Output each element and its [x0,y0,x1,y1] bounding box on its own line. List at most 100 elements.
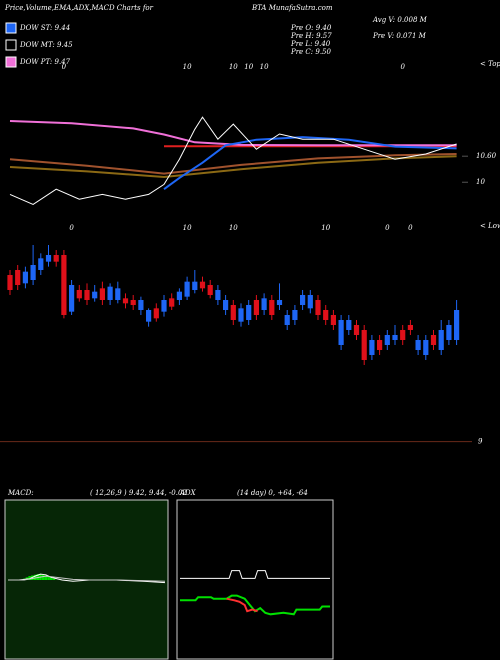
candle-body [153,308,159,319]
legend-swatch [5,39,17,51]
candle-body [307,295,313,309]
low-label: 0 [385,224,390,232]
candle-body [361,330,367,360]
y-tick-label: 10 [476,178,485,186]
histogram-bar [28,576,31,580]
candle-body [7,275,13,290]
candle-body [246,305,252,320]
candle-body [99,288,105,300]
low-label: 10 [229,224,238,232]
candle-body [346,320,352,330]
candle-body [253,300,259,315]
panel-params: ( 12,26,9 ) 9.42, 9.44, -0.02 [90,489,187,497]
series-line [8,575,166,582]
candle-body [199,281,206,289]
candle-body [184,281,190,297]
y-tick-label: 10.60 [476,152,497,160]
low-caption: < Lows [480,222,500,230]
title-right: BTA MunafaSutra.com [251,4,333,12]
histogram-bar [44,575,48,580]
candle-body [338,320,344,345]
candle-body [76,290,82,299]
panel-frame [176,499,334,660]
candle-body [53,255,59,262]
candle-body [454,310,460,340]
histogram-bar [50,577,53,580]
candle-body [146,310,152,322]
info: Avg V: 0.008 M [372,16,428,24]
info: Pre C: 9.50 [290,48,331,56]
candle-body [15,270,21,285]
top-label: 10 [260,63,269,71]
candle-body [192,281,198,290]
candle-body [161,300,167,312]
legend-swatch [5,22,17,34]
top-label: 0 [62,63,67,71]
top-label: 10 [244,63,253,71]
histogram-bar [47,576,50,580]
candle-body [415,340,421,350]
low-label: 10 [321,224,330,232]
series-line [9,120,457,147]
candle-body [122,298,129,304]
top-label: 0 [400,63,405,71]
panel-title: ADX [179,489,197,497]
candle-body [430,335,437,345]
y-tick-label: 9 [478,438,483,446]
series-line [180,570,330,579]
candle-body [115,288,121,300]
candle-body [30,265,36,280]
panel-title: MACD: [7,489,34,497]
series-line [163,136,457,191]
candle-body [22,271,28,284]
histogram-bar [33,574,37,580]
series-line [9,116,457,205]
candle-body [138,300,144,310]
candle-body [84,290,90,300]
series-line [9,153,457,175]
candle-body [207,285,213,295]
series-line [9,155,457,179]
series-line [180,594,330,616]
candle-body [223,300,229,310]
low-label: 0 [408,224,413,232]
candle-body [238,308,244,322]
candle-body [215,290,221,300]
candle-body [61,255,67,315]
candle-body [176,291,182,300]
info: Pre L: 9.40 [290,40,331,48]
legend-label: DOW PT: 9.47 [19,58,71,66]
candle-body [130,300,136,305]
info: Pre H: 9.57 [290,32,332,40]
candle-body [369,340,375,355]
legend-label: DOW MT: 9.45 [19,41,73,49]
title-left: Price,Volume,EMA,ADX,MACD Charts for [4,4,154,12]
top-caption: < Tops [480,60,500,68]
panel-params: (14 day) 0, +64, -64 [237,489,308,497]
candle-body [300,295,306,305]
legend-label: DOW ST: 9.44 [19,24,70,32]
candle-body [392,335,398,340]
candle-body [384,335,390,345]
candle-body [446,325,452,340]
top-label: 10 [183,63,192,71]
candle-body [323,310,329,320]
candle-body [169,298,175,307]
low-label: 10 [183,224,192,232]
candle-body [407,325,413,330]
candle-body [400,330,406,340]
info: Pre V: 0.071 M [372,32,427,40]
candle-body [230,305,236,320]
candle-body [276,300,283,305]
top-label: 10 [229,63,238,71]
legend-swatch [5,56,17,68]
info: Pre O: 9.40 [290,24,332,32]
histogram-bar [41,574,45,580]
candle-body [377,340,383,350]
candle-body [92,291,98,299]
histogram-bar [52,578,56,580]
candle-body [353,325,360,335]
candle-body [315,300,321,315]
low-label: 0 [69,224,74,232]
